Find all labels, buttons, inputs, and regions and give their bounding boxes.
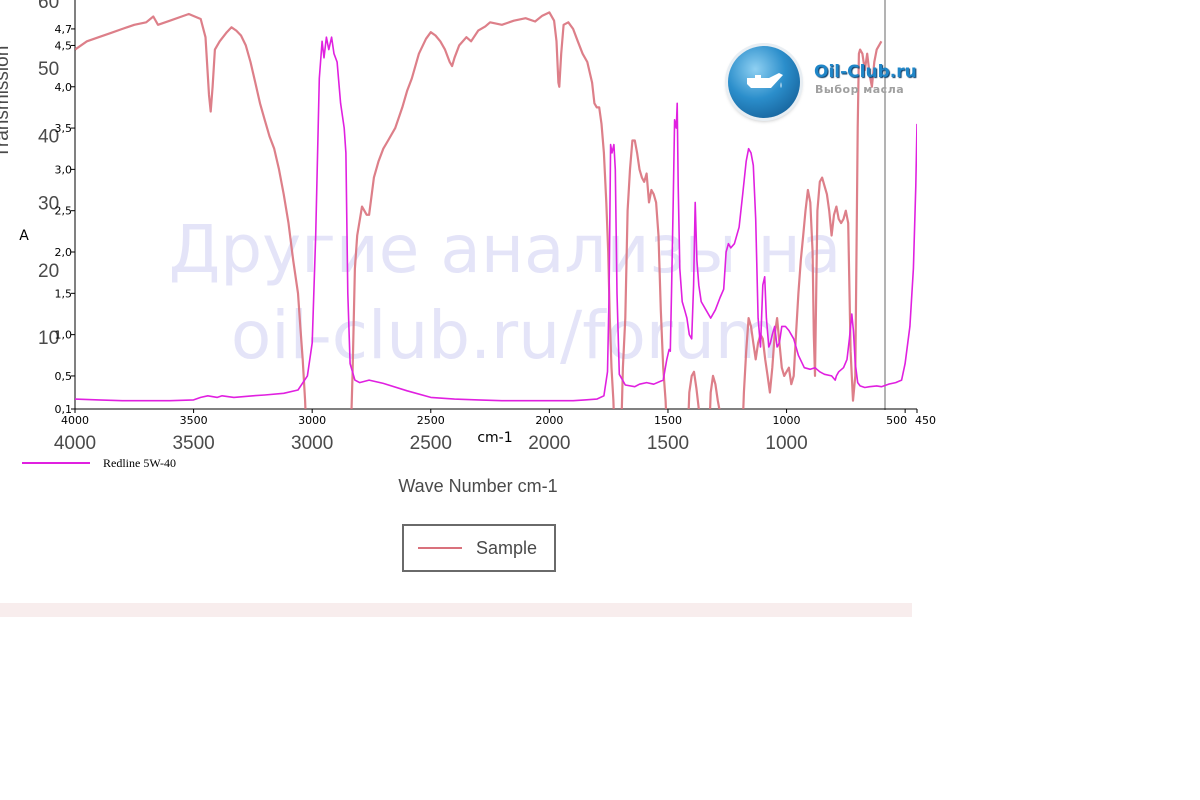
logo-badge	[728, 46, 800, 118]
background-legend-label: Sample	[476, 538, 537, 558]
x-tick-label: 1000	[773, 414, 801, 427]
background-x-label: Wave Number cm-1	[398, 476, 557, 496]
background-x-tick-label: 1500	[647, 433, 689, 454]
background-y-label: Transmission	[0, 46, 13, 158]
background-x-tick-label: 1000	[765, 433, 807, 454]
background-x-tick-label: 2000	[528, 433, 570, 454]
y-tick-label: 1,5	[55, 287, 73, 300]
background-y-tick-label: 40	[38, 126, 59, 147]
y-tick-label: 4,0	[55, 81, 73, 94]
x-tick-label: 500	[886, 414, 907, 427]
y-tick-label: 0,1	[55, 403, 73, 416]
background-y-tick-label: 60	[38, 0, 59, 13]
background-x-tick-label: 3000	[291, 433, 333, 454]
legend-label-redline: Redline 5W-40	[103, 456, 176, 470]
y-tick-label: 1,0	[55, 329, 73, 342]
x-tick-label: 2500	[417, 414, 445, 427]
y-tick-label: 3,0	[55, 163, 73, 176]
background-y-tick-label: 10	[38, 328, 59, 349]
x-tick-label: 3500	[180, 414, 208, 427]
background-y-tick-label: 30	[38, 194, 59, 215]
y-tick-label: 3,5	[55, 122, 73, 135]
x-tick-label: 3000	[298, 414, 326, 427]
logo-tagline: Выбор масла	[815, 83, 905, 96]
series-line-sample	[75, 11, 883, 409]
y-tick-label: 2,0	[55, 246, 73, 259]
oil-club-logo: Oil-Club.ru Выбор масла	[728, 46, 948, 122]
oil-can-icon	[747, 73, 783, 88]
y-tick-label: 4,5	[55, 39, 73, 52]
y-axis-label: A	[19, 228, 29, 244]
bottom-strip	[0, 603, 912, 617]
background-x-tick-label: 4000	[54, 433, 96, 454]
x-tick-label: 450	[915, 414, 936, 427]
y-tick-label: 4,7	[55, 23, 73, 36]
x-tick-label: 4000	[61, 414, 89, 427]
watermark-line-2: oil-club.ru/forum	[231, 297, 779, 374]
logo-name: Oil-Club.ru	[814, 62, 917, 82]
background-legend-box	[402, 524, 556, 572]
y-tick-label: 2,5	[55, 205, 73, 218]
x-tick-label: 1500	[654, 414, 682, 427]
series-line-redline-5w-40	[75, 36, 917, 402]
background-y-tick-label: 50	[38, 59, 59, 80]
background-chart: Transmission 60 50 40 30 20 10 4000 3500 3000 25…	[0, 0, 886, 572]
x-axis-label: cm-1	[477, 430, 512, 446]
background-x-tick-label: 2500	[410, 433, 452, 454]
y-tick-label: 0,5	[55, 370, 73, 383]
background-y-tick-label: 20	[38, 261, 59, 282]
x-tick-label: 2000	[535, 414, 563, 427]
background-x-tick-label: 3500	[172, 433, 214, 454]
watermark-line-1: Другие анализы на	[169, 211, 842, 288]
